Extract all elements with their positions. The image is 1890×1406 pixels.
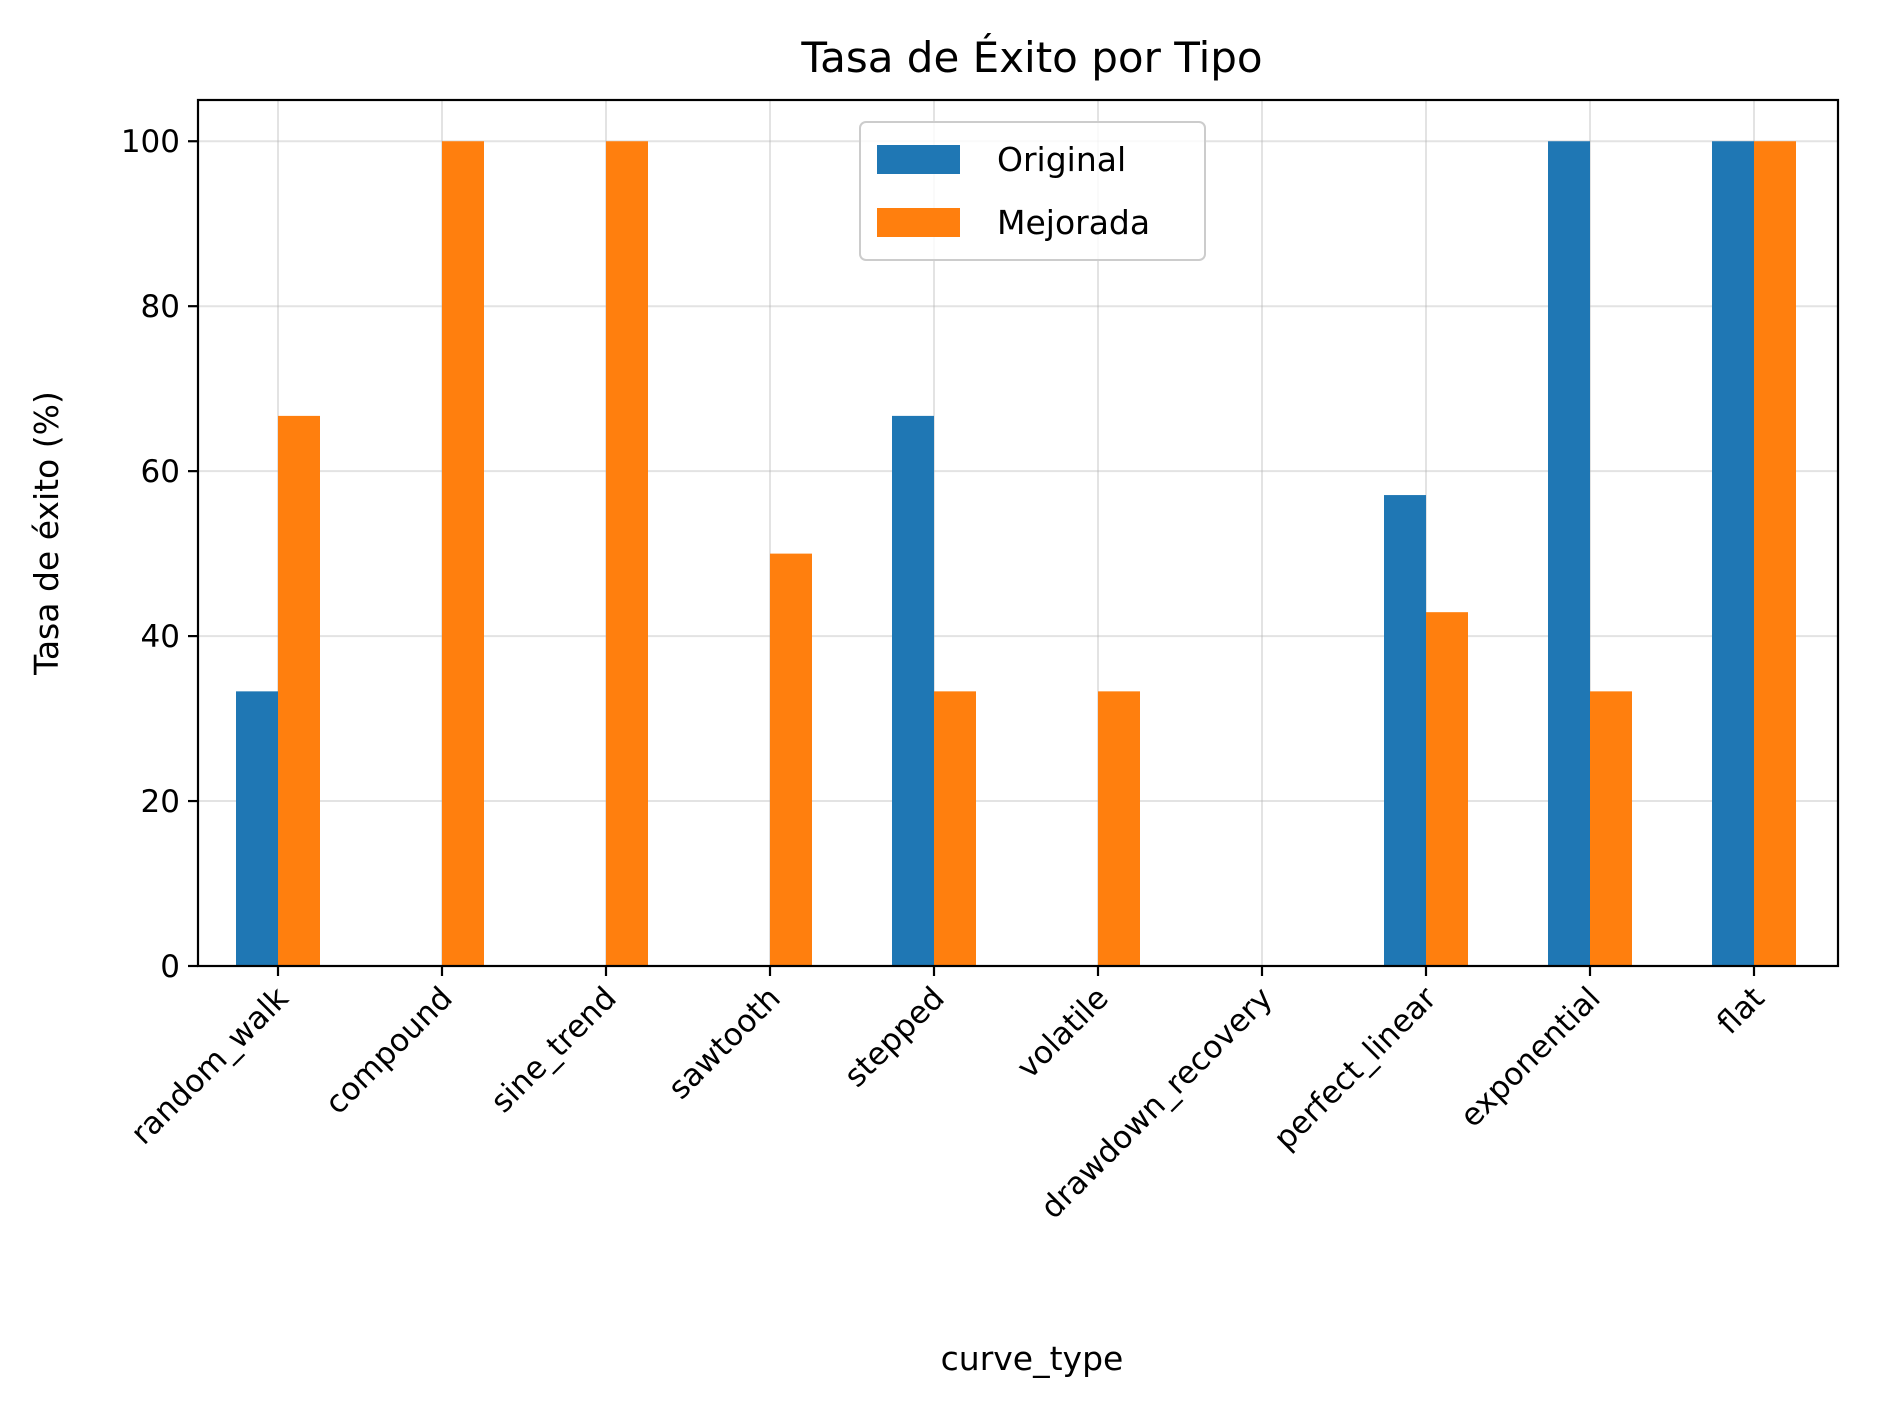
bar-mejorada-exponential bbox=[1590, 691, 1632, 966]
plot-area bbox=[196, 98, 1840, 968]
bar-original-random-walk bbox=[236, 691, 278, 966]
bar-original-exponential bbox=[1548, 141, 1590, 966]
y-tick-label: 0 bbox=[160, 949, 180, 985]
legend: Original Mejorada bbox=[859, 121, 1206, 261]
x-tick-label: stepped bbox=[837, 980, 951, 1094]
bars bbox=[236, 141, 1796, 967]
x-axis-label: curve_type bbox=[941, 1339, 1124, 1378]
x-tick-label: random_walk bbox=[124, 980, 296, 1152]
x-axis: random_walk compound sine_trend sawtooth ste… bbox=[124, 966, 1772, 1226]
bar-mejorada-random-walk bbox=[278, 415, 320, 967]
y-tick-label: 40 bbox=[141, 619, 180, 655]
bar-mejorada-volatile bbox=[1098, 691, 1140, 966]
y-tick-label: 80 bbox=[141, 289, 180, 325]
bar-original-flat bbox=[1712, 141, 1754, 966]
x-tick-label: volatile bbox=[1010, 980, 1116, 1086]
legend-label-original: Original bbox=[997, 140, 1126, 179]
legend-swatch-mejorada bbox=[877, 208, 960, 237]
x-tick-label: flat bbox=[1710, 980, 1771, 1041]
x-tick-label: compound bbox=[318, 980, 459, 1121]
bar-mejorada-sine-trend bbox=[606, 141, 648, 966]
y-tick-label: 60 bbox=[141, 454, 180, 490]
bar-mejorada-perfect-linear bbox=[1426, 612, 1468, 966]
legend-swatch-original bbox=[877, 145, 960, 174]
chart-title: Tasa de Éxito por Tipo bbox=[800, 32, 1262, 82]
y-axis: 0 20 40 60 80 100 bbox=[121, 124, 198, 985]
bar-mejorada-sawtooth bbox=[770, 553, 812, 966]
x-tick-label: sine_trend bbox=[484, 980, 624, 1120]
y-tick-label: 20 bbox=[141, 784, 180, 820]
bar-mejorada-flat bbox=[1754, 141, 1796, 966]
bar-original-perfect-linear bbox=[1384, 495, 1426, 966]
x-tick-label: perfect_linear bbox=[1267, 980, 1444, 1157]
bar-mejorada-stepped bbox=[934, 691, 976, 966]
y-tick-label: 100 bbox=[121, 124, 180, 160]
y-axis-label: Tasa de éxito (%) bbox=[27, 391, 66, 676]
x-tick-label: exponential bbox=[1453, 980, 1607, 1134]
x-tick-label: sawtooth bbox=[662, 980, 788, 1106]
legend-label-mejorada: Mejorada bbox=[997, 203, 1150, 242]
bar-original-stepped bbox=[892, 415, 934, 967]
bar-mejorada-compound bbox=[442, 141, 484, 966]
